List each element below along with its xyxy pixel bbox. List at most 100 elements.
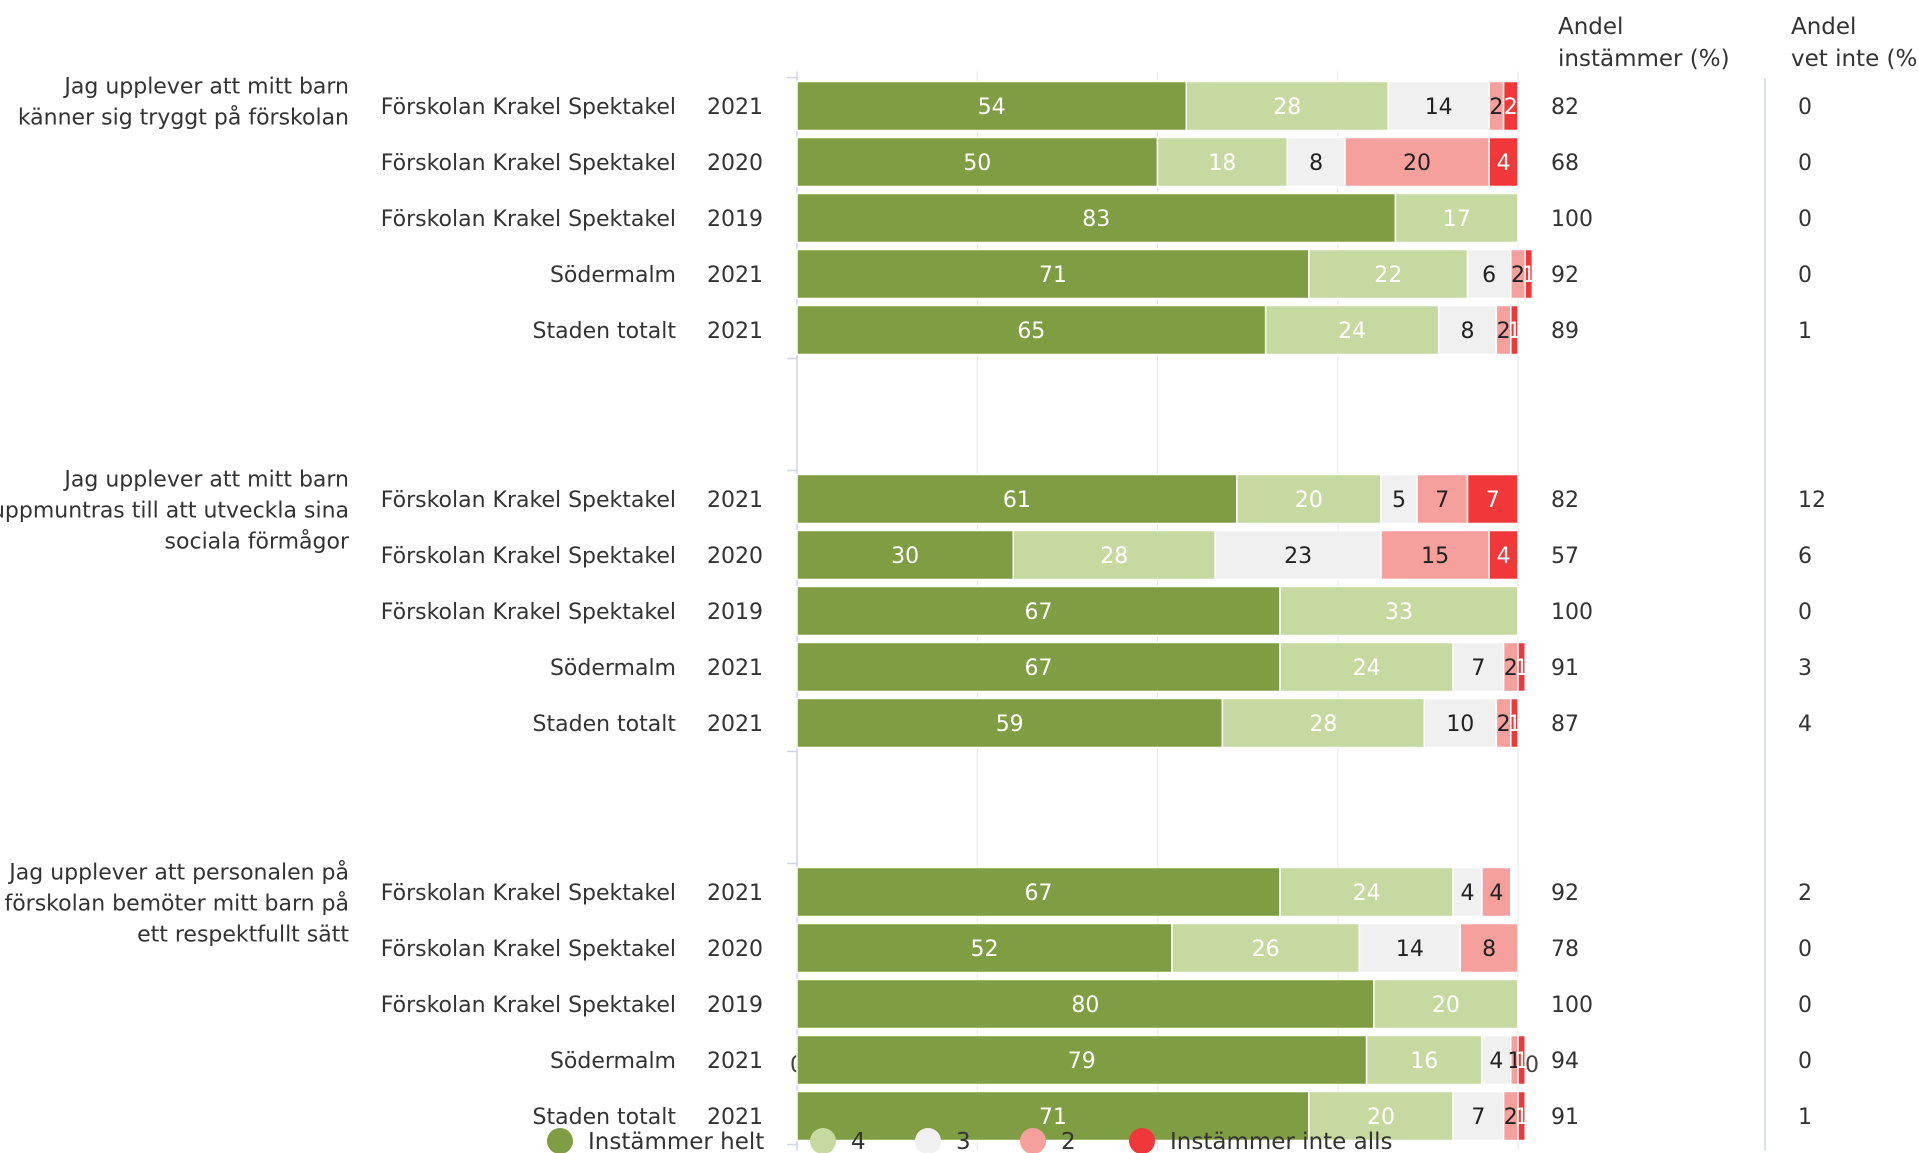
data-label: 20 bbox=[1403, 151, 1431, 176]
bar-segment bbox=[1517, 641, 1526, 693]
question-label: Jag upplever att personalen på bbox=[7, 860, 349, 886]
legend-label: 4 bbox=[851, 1129, 866, 1153]
data-label: 24 bbox=[1338, 319, 1366, 344]
row-year: 2021 bbox=[707, 1105, 763, 1130]
row-label: Förskolan Krakel Spektakel bbox=[381, 881, 676, 906]
dont-know-value: 2 bbox=[1798, 881, 1812, 906]
bar-segment bbox=[1279, 866, 1454, 918]
bar-segment bbox=[1452, 1090, 1505, 1142]
question-label: Jag upplever att mitt barn bbox=[62, 75, 349, 100]
legend-marker bbox=[915, 1128, 941, 1153]
legend-marker bbox=[1129, 1128, 1155, 1153]
data-label: 1 bbox=[1515, 1105, 1529, 1130]
dont-know-value: 0 bbox=[1798, 207, 1812, 232]
bar-segment bbox=[796, 248, 1310, 300]
agree-value: 91 bbox=[1551, 1105, 1579, 1130]
bar-segment bbox=[1466, 473, 1519, 525]
data-label: 4 bbox=[1461, 881, 1475, 906]
data-label: 4 bbox=[1497, 544, 1511, 569]
data-label: 8 bbox=[1482, 937, 1496, 962]
data-label: 7 bbox=[1471, 656, 1485, 681]
data-label: 18 bbox=[1208, 151, 1236, 176]
dont-know-value: 0 bbox=[1798, 937, 1812, 962]
bar-segment bbox=[1524, 248, 1534, 300]
bar-segment bbox=[1517, 1090, 1526, 1142]
bar-segment bbox=[1488, 136, 1519, 188]
agree-value: 91 bbox=[1551, 656, 1579, 681]
dont-know-value: 1 bbox=[1798, 1105, 1812, 1130]
row-year: 2019 bbox=[707, 993, 763, 1018]
row-label: Förskolan Krakel Spektakel bbox=[381, 95, 676, 120]
data-label: 1 bbox=[1515, 656, 1529, 681]
legend-label: Instämmer helt bbox=[588, 1129, 764, 1153]
data-label: 24 bbox=[1353, 881, 1381, 906]
row-year: 2020 bbox=[707, 937, 763, 962]
row-year: 2019 bbox=[707, 207, 763, 232]
data-label: 83 bbox=[1082, 207, 1110, 232]
data-label: 10 bbox=[1446, 712, 1474, 737]
bar-segment bbox=[1416, 473, 1469, 525]
bar-segment bbox=[1344, 136, 1490, 188]
agree-value: 94 bbox=[1551, 1049, 1579, 1074]
bar-segment bbox=[1358, 922, 1462, 974]
bar-segment bbox=[796, 866, 1281, 918]
bar-segment bbox=[1279, 641, 1454, 693]
bar-segment bbox=[1286, 136, 1346, 188]
legend-marker bbox=[547, 1128, 573, 1153]
row-label: Förskolan Krakel Spektakel bbox=[381, 488, 676, 513]
data-label: 4 bbox=[1489, 881, 1503, 906]
dont-know-value: 3 bbox=[1798, 656, 1812, 681]
bar-segment bbox=[1171, 922, 1361, 974]
row-year: 2021 bbox=[707, 319, 763, 344]
data-label: 7 bbox=[1486, 488, 1500, 513]
row-year: 2021 bbox=[707, 881, 763, 906]
data-label: 1 bbox=[1507, 712, 1521, 737]
legend-label: 2 bbox=[1061, 1129, 1076, 1153]
data-label: 4 bbox=[1497, 151, 1511, 176]
agree-value: 92 bbox=[1551, 263, 1579, 288]
question-label: Jag upplever att mitt barn bbox=[62, 468, 349, 493]
bar-segment bbox=[796, 136, 1159, 188]
data-label: 59 bbox=[996, 712, 1024, 737]
agree-value: 87 bbox=[1551, 712, 1579, 737]
row-label: Staden totalt bbox=[533, 1105, 677, 1130]
header-dont-know: Andel bbox=[1791, 14, 1856, 40]
agree-value: 82 bbox=[1551, 95, 1579, 120]
data-label: 61 bbox=[1003, 488, 1031, 513]
data-label: 14 bbox=[1396, 937, 1424, 962]
data-label: 28 bbox=[1309, 712, 1337, 737]
dont-know-value: 0 bbox=[1798, 263, 1812, 288]
bar-segment bbox=[1380, 529, 1490, 581]
data-label: 71 bbox=[1039, 263, 1067, 288]
data-label: 8 bbox=[1309, 151, 1323, 176]
agree-value: 89 bbox=[1551, 319, 1579, 344]
bar-segment bbox=[1214, 529, 1382, 581]
agree-value: 100 bbox=[1551, 600, 1593, 625]
dont-know-value: 0 bbox=[1798, 1049, 1812, 1074]
bar-segment bbox=[796, 978, 1375, 1030]
legend-label: Instämmer inte alls bbox=[1170, 1129, 1393, 1153]
agree-value: 92 bbox=[1551, 881, 1579, 906]
data-label: 2 bbox=[1504, 1105, 1518, 1130]
row-year: 2021 bbox=[707, 1049, 763, 1074]
row-year: 2021 bbox=[707, 712, 763, 737]
data-label: 16 bbox=[1410, 1049, 1438, 1074]
data-label: 23 bbox=[1284, 544, 1312, 569]
data-label: 28 bbox=[1100, 544, 1128, 569]
data-label: 2 bbox=[1497, 712, 1511, 737]
row-label: Förskolan Krakel Spektakel bbox=[381, 937, 676, 962]
row-label: Södermalm bbox=[550, 656, 676, 681]
data-label: 1 bbox=[1507, 319, 1521, 344]
bar-segment bbox=[1394, 192, 1519, 244]
agree-value: 82 bbox=[1551, 488, 1579, 513]
data-label: 20 bbox=[1367, 1105, 1395, 1130]
bar-segment bbox=[1510, 304, 1519, 356]
bar-segment bbox=[796, 304, 1267, 356]
data-label: 2 bbox=[1504, 656, 1518, 681]
question-label: ett respektfullt sätt bbox=[137, 923, 349, 948]
data-label: 17 bbox=[1443, 207, 1471, 232]
data-label: 67 bbox=[1025, 600, 1053, 625]
data-label: 2 bbox=[1504, 95, 1518, 120]
bar-segment bbox=[1437, 304, 1498, 356]
bar-segment bbox=[1466, 248, 1512, 300]
